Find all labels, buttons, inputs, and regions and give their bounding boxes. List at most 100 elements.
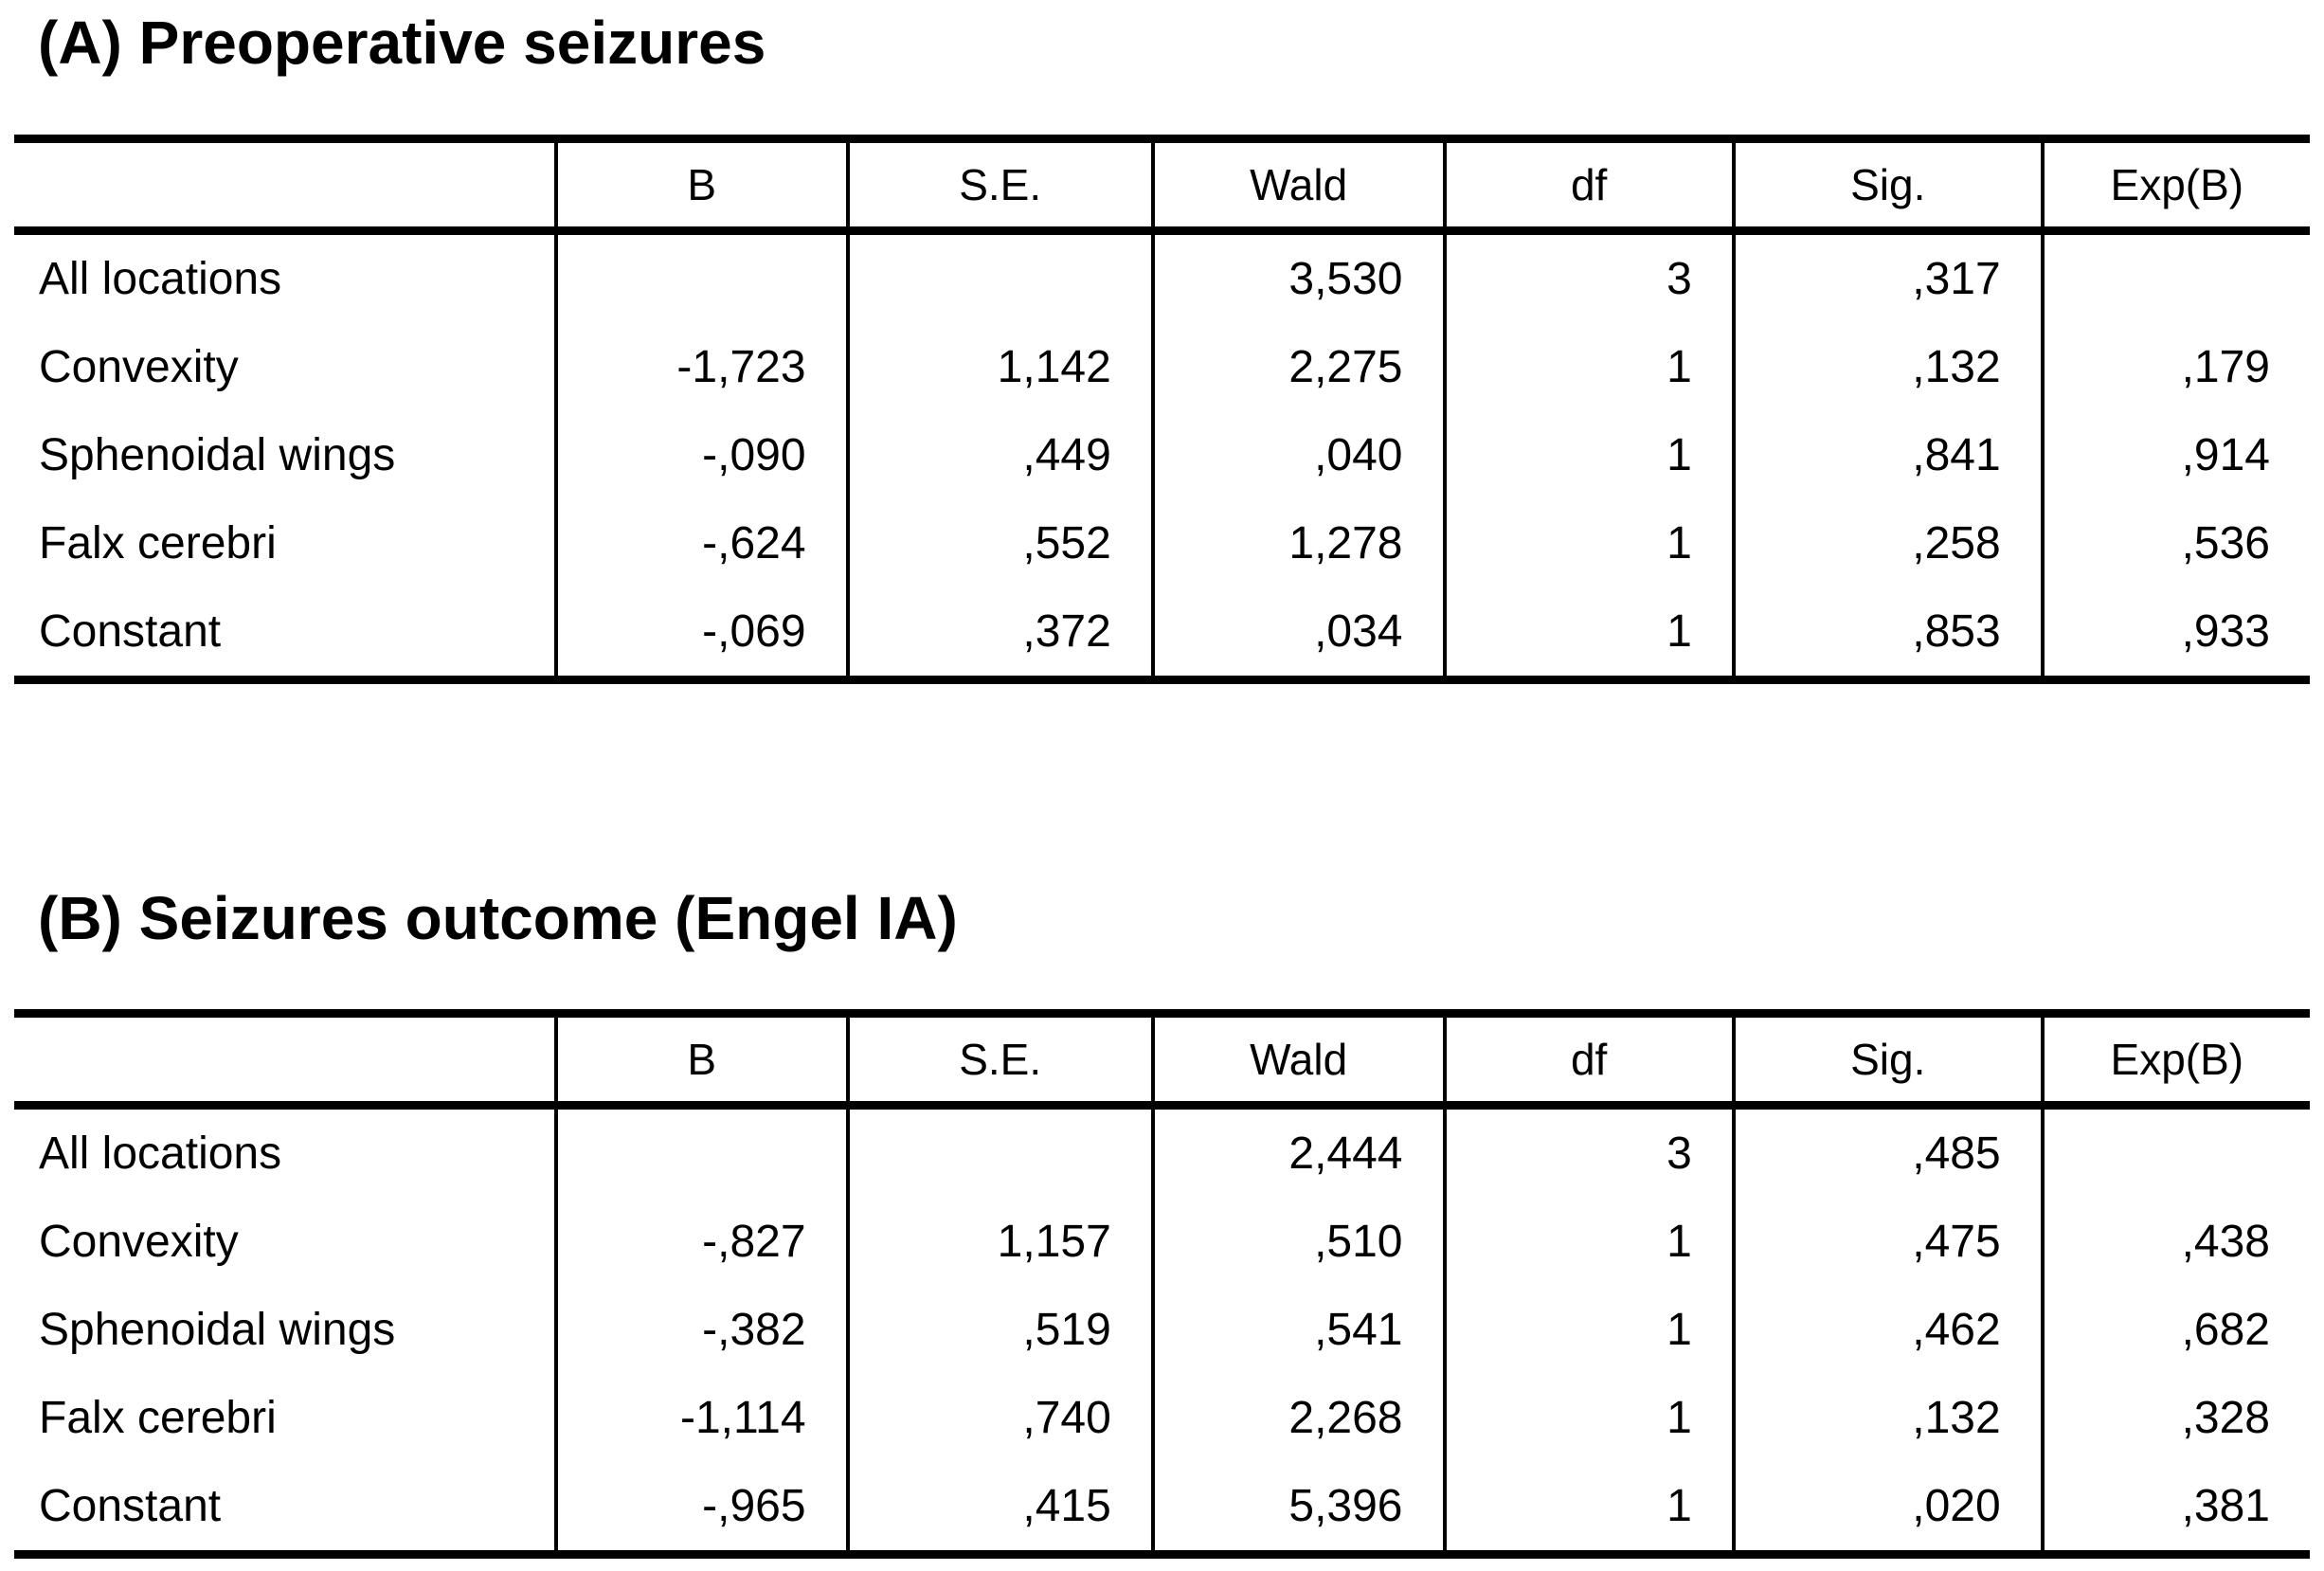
value-cell-b: -,382: [553, 1286, 848, 1374]
row-label-cell: Convexity: [39, 1217, 239, 1267]
value-cell-se: ,552: [845, 499, 1153, 587]
value-cell-wald: 2,268: [1150, 1374, 1445, 1462]
value-cell-sig: ,132: [1731, 323, 2043, 411]
value-cell-expb: ,381: [2040, 1462, 2310, 1555]
regression-table-seizures-outcome-engel-ia: B S.E. Wald df Sig. Exp(B) All locations…: [14, 1009, 2310, 1559]
value-cell-se: ,449: [845, 411, 1153, 499]
header-cell-df: df: [1442, 138, 1734, 235]
value-cell-se: ,372: [845, 587, 1153, 680]
value-cell-se: 1,157: [845, 1198, 1153, 1286]
value-cell-sig: ,853: [1731, 587, 2043, 680]
value-cell-b: -1,723: [553, 323, 848, 411]
value-cell-se: ,415: [845, 1462, 1153, 1555]
value-cell-b: -,624: [553, 499, 848, 587]
value-cell-expb: ,536: [2040, 499, 2310, 587]
row-label-cell: Constant: [39, 606, 222, 657]
value-cell-expb: [2040, 230, 2310, 323]
value-cell-b: -,827: [553, 1198, 848, 1286]
value-cell-se: [845, 1105, 1153, 1198]
header-cell-stub: [14, 1013, 556, 1110]
value-cell-df: 3: [1442, 230, 1734, 323]
row-label-cell: All locations: [39, 1129, 282, 1179]
row-label-cell: Convexity: [39, 342, 239, 392]
header-cell-se: S.E.: [845, 138, 1153, 235]
value-cell-expb: [2040, 1105, 2310, 1198]
value-cell-sig: ,485: [1731, 1105, 2043, 1198]
value-cell-sig: ,258: [1731, 499, 2043, 587]
table-row: Sphenoidal wings -,382 ,519 ,541 1 ,462 …: [14, 1286, 2310, 1374]
value-cell-df: 1: [1442, 587, 1734, 680]
value-cell-expb: ,914: [2040, 411, 2310, 499]
value-cell-sig: ,317: [1731, 230, 2043, 323]
value-cell-se: [845, 230, 1153, 323]
value-cell-expb: ,682: [2040, 1286, 2310, 1374]
table-row: Falx cerebri -,624 ,552 1,278 1 ,258 ,53…: [14, 499, 2310, 587]
value-cell-se: ,740: [845, 1374, 1153, 1462]
value-cell-expb: ,179: [2040, 323, 2310, 411]
table-row: Convexity -1,723 1,142 2,275 1 ,132 ,179: [14, 323, 2310, 411]
value-cell-expb: ,438: [2040, 1198, 2310, 1286]
header-row: B S.E. Wald df Sig. Exp(B): [14, 138, 2310, 235]
value-cell-wald: 1,278: [1150, 499, 1445, 587]
header-cell-sig: Sig.: [1731, 138, 2043, 235]
value-cell-df: 1: [1442, 411, 1734, 499]
value-cell-b: -,965: [553, 1462, 848, 1555]
table-row: Sphenoidal wings -,090 ,449 ,040 1 ,841 …: [14, 411, 2310, 499]
header-cell-df: df: [1442, 1013, 1734, 1110]
header-cell-b: B: [553, 1013, 848, 1110]
value-cell-df: 3: [1442, 1105, 1734, 1198]
regression-table-preoperative-seizures: B S.E. Wald df Sig. Exp(B) All locations…: [14, 135, 2310, 684]
table-row: Constant -,965 ,415 5,396 1 ,020 ,381: [14, 1462, 2310, 1555]
header-cell-wald: Wald: [1150, 138, 1445, 235]
table-row: Falx cerebri -1,114 ,740 2,268 1 ,132 ,3…: [14, 1374, 2310, 1462]
header-cell-expb: Exp(B): [2040, 138, 2310, 235]
value-cell-df: 1: [1442, 1462, 1734, 1555]
value-cell-df: 1: [1442, 1286, 1734, 1374]
value-cell-df: 1: [1442, 499, 1734, 587]
table-row: Convexity -,827 1,157 ,510 1 ,475 ,438: [14, 1198, 2310, 1286]
value-cell-df: 1: [1442, 1374, 1734, 1462]
row-label-cell: Falx cerebri: [39, 1393, 277, 1443]
value-cell-sig: ,462: [1731, 1286, 2043, 1374]
header-cell-wald: Wald: [1150, 1013, 1445, 1110]
value-cell-expb: ,328: [2040, 1374, 2310, 1462]
table-row: All locations 2,444 3 ,485: [14, 1105, 2310, 1198]
value-cell-wald: 5,396: [1150, 1462, 1445, 1555]
value-cell-wald: ,040: [1150, 411, 1445, 499]
header-cell-sig: Sig.: [1731, 1013, 2043, 1110]
header-row: B S.E. Wald df Sig. Exp(B): [14, 1013, 2310, 1110]
value-cell-b: -1,114: [553, 1374, 848, 1462]
value-cell-b: -,069: [553, 587, 848, 680]
section-b-title: (B) Seizures outcome (Engel IA): [38, 884, 958, 952]
value-cell-wald: ,034: [1150, 587, 1445, 680]
value-cell-b: -,090: [553, 411, 848, 499]
value-cell-sig: ,132: [1731, 1374, 2043, 1462]
value-cell-se: 1,142: [845, 323, 1153, 411]
value-cell-sig: ,475: [1731, 1198, 2043, 1286]
row-label-cell: Constant: [39, 1481, 222, 1531]
header-cell-expb: Exp(B): [2040, 1013, 2310, 1110]
value-cell-b: [553, 230, 848, 323]
table-a-header: B S.E. Wald df Sig. Exp(B): [14, 138, 2310, 235]
table-row: Constant -,069 ,372 ,034 1 ,853 ,933: [14, 587, 2310, 680]
value-cell-sig: ,020: [1731, 1462, 2043, 1555]
value-cell-wald: 2,275: [1150, 323, 1445, 411]
header-cell-stub: [14, 138, 556, 235]
value-cell-se: ,519: [845, 1286, 1153, 1374]
value-cell-wald: ,510: [1150, 1198, 1445, 1286]
value-cell-wald: ,541: [1150, 1286, 1445, 1374]
value-cell-wald: 2,444: [1150, 1105, 1445, 1198]
value-cell-sig: ,841: [1731, 411, 2043, 499]
row-label-cell: Sphenoidal wings: [39, 1305, 396, 1355]
value-cell-df: 1: [1442, 323, 1734, 411]
header-cell-se: S.E.: [845, 1013, 1153, 1110]
table-row: All locations 3,530 3 ,317: [14, 230, 2310, 323]
row-label-cell: All locations: [39, 254, 282, 304]
value-cell-expb: ,933: [2040, 587, 2310, 680]
section-a-title: (A) Preoperative seizures: [38, 9, 766, 77]
table-b-header: B S.E. Wald df Sig. Exp(B): [14, 1013, 2310, 1110]
row-label-cell: Sphenoidal wings: [39, 430, 396, 480]
value-cell-df: 1: [1442, 1198, 1734, 1286]
row-label-cell: Falx cerebri: [39, 518, 277, 569]
